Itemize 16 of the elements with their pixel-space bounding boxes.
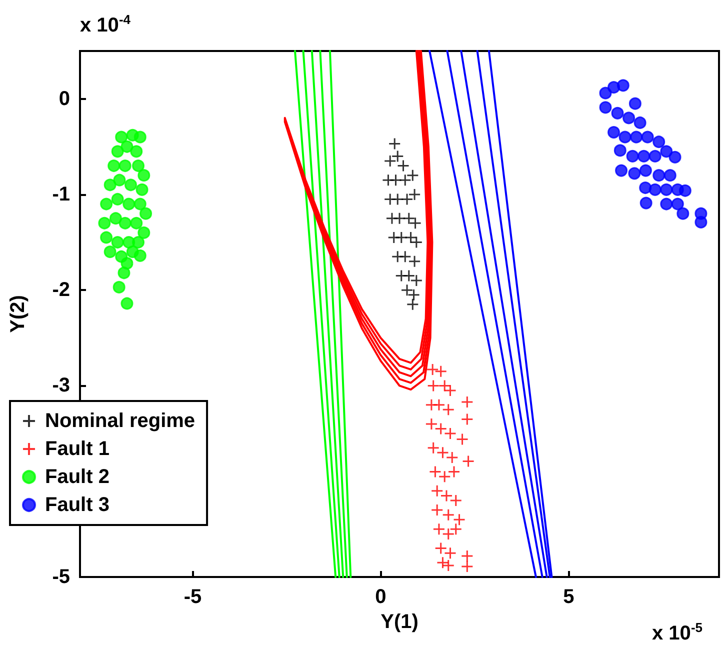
y-tick-label: 0 (58, 88, 70, 110)
legend-label: Nominal regime (45, 410, 196, 432)
text: x 10$^{-5}$ (652, 620, 702, 646)
x-tick-label: -5 (184, 586, 202, 608)
y-tick-label: -1 (52, 183, 70, 206)
text: x 10$^{-4}$ (80, 12, 130, 38)
x-tick-label: 0 (375, 586, 386, 608)
y-tick-label: -2 (52, 279, 70, 302)
legend-label: Fault 1 (45, 438, 110, 460)
x-axis-title: Y(1) (380, 610, 418, 633)
y-tick-label: -3 (52, 374, 70, 397)
legend-label: Fault 2 (45, 466, 110, 488)
y-tick-label: -5 (52, 566, 70, 588)
y-axis-title: Y(2) (7, 295, 29, 333)
x-tick-label: 5 (563, 586, 574, 608)
legend-label: Fault 3 (45, 494, 110, 516)
